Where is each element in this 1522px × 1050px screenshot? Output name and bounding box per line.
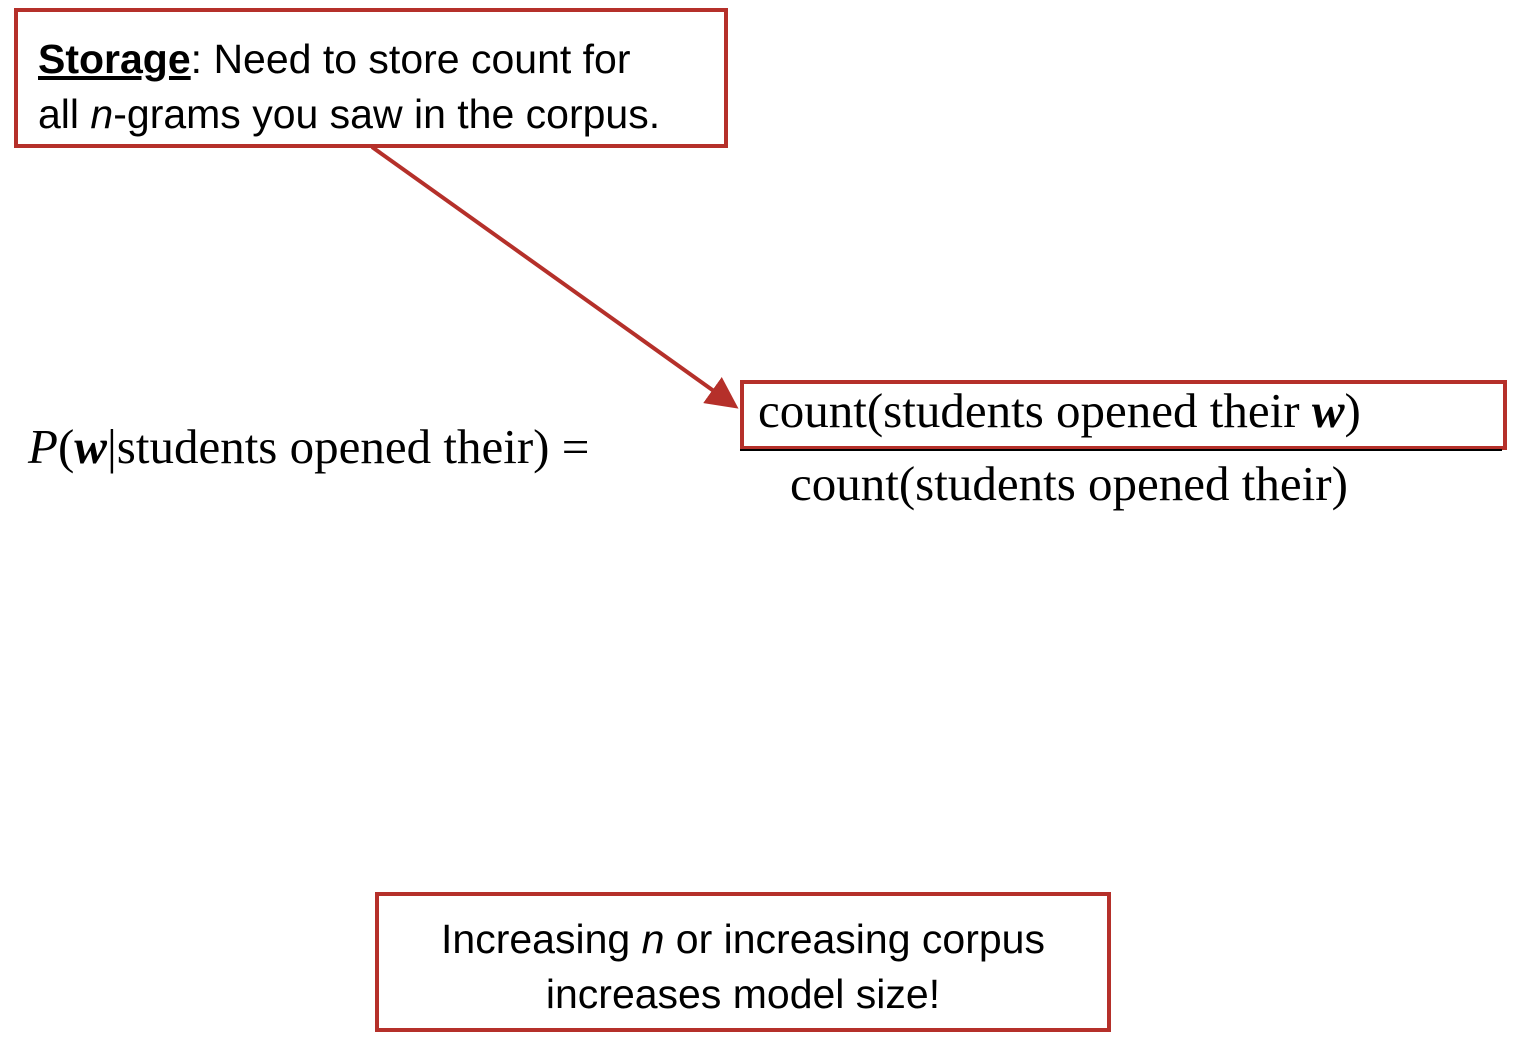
formula-numerator: count(students opened their w) [758,382,1361,439]
size-line-1-pre: Increasing [441,916,642,962]
formula-lhs-w: w [74,419,107,474]
formula-lhs-open: ( [57,419,75,474]
storage-line-1-text: : Need to store count for [190,36,631,82]
storage-line-1: Storage: Need to store count for [38,32,704,87]
storage-line-2: all n-grams you saw in the corpus. [38,87,704,142]
formula-denominator: count(students opened their) [790,456,1348,511]
size-line-1: Increasing n or increasing corpus [389,912,1097,967]
numerator-highlight-box [740,380,1507,450]
storage-callout: Storage: Need to store count for all n-g… [14,8,728,148]
storage-heading: Storage [38,36,191,82]
storage-line-2-post: -grams you saw in the corpus. [113,91,661,137]
storage-line-2-pre: all [38,91,91,137]
model-size-callout: Increasing n or increasing corpus increa… [375,892,1111,1032]
numerator-w: w [1311,383,1345,438]
size-line-2: increases model size! [545,971,941,1017]
fraction-bar [740,449,1502,451]
numerator-text: count(students opened their [758,383,1312,438]
formula-p: P [28,419,58,474]
numerator-close: ) [1344,383,1361,438]
formula-lhs: P(w|students opened their) = [28,418,589,475]
storage-n-italic: n [90,91,114,137]
formula-lhs-rest: |students opened their) = [106,419,590,474]
size-n-italic: n [641,916,665,962]
size-line-1-post: or increasing corpus [664,916,1045,962]
